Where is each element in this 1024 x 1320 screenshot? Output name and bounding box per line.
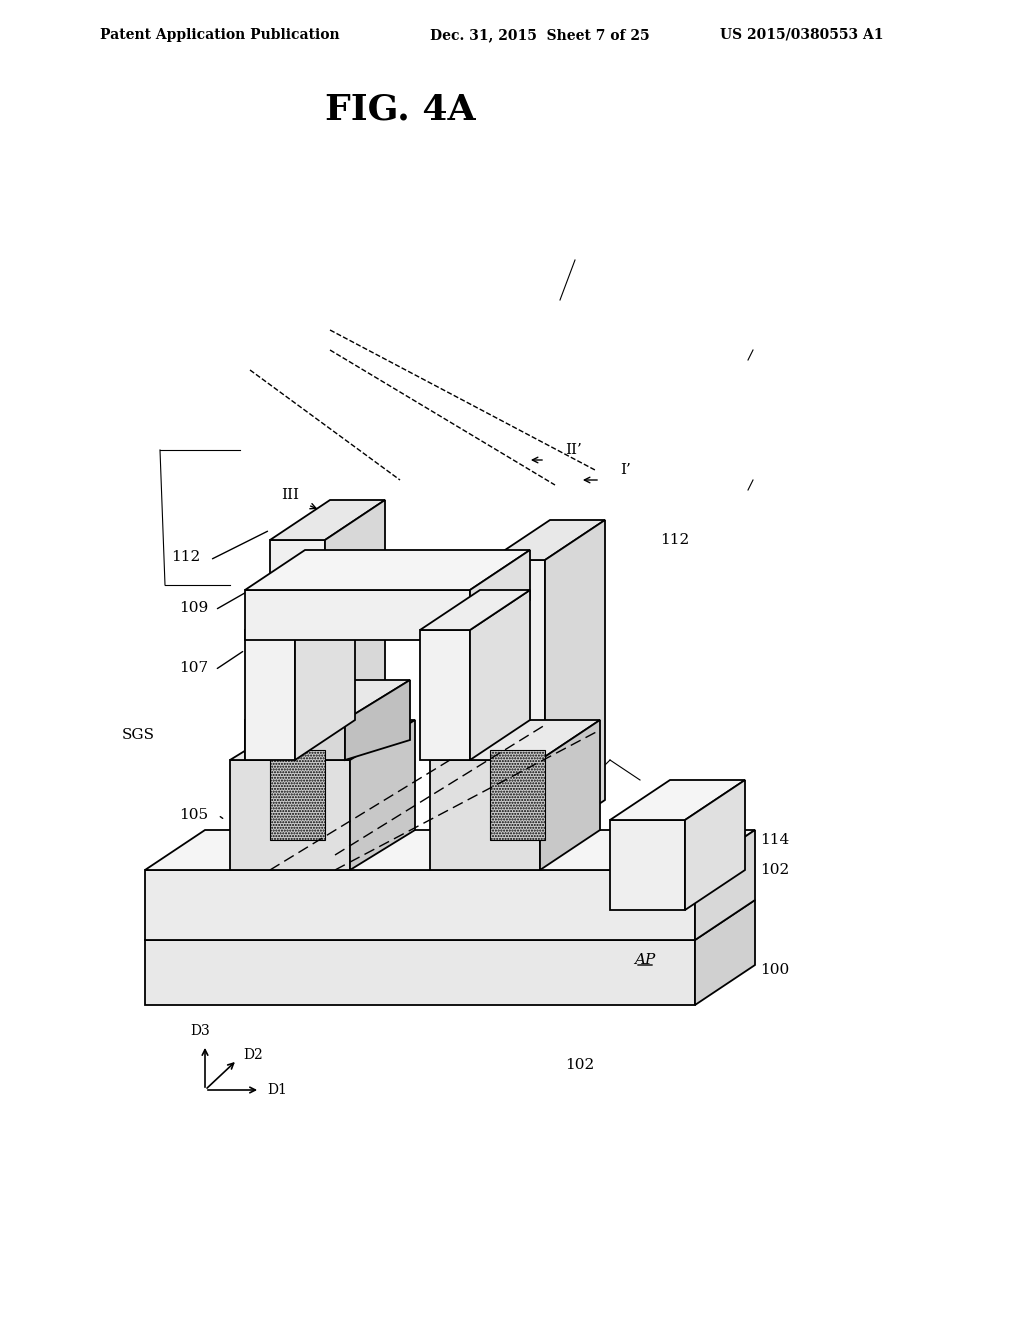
Polygon shape — [420, 590, 530, 630]
Text: D1: D1 — [267, 1082, 287, 1097]
Polygon shape — [685, 780, 745, 909]
Polygon shape — [345, 680, 410, 760]
Polygon shape — [610, 820, 685, 909]
Polygon shape — [430, 760, 540, 870]
Polygon shape — [245, 630, 295, 760]
Text: AP: AP — [635, 953, 655, 968]
Text: 102: 102 — [565, 1059, 595, 1072]
Polygon shape — [145, 900, 755, 940]
Text: Patent Application Publication: Patent Application Publication — [100, 28, 340, 42]
Polygon shape — [245, 719, 345, 760]
Text: I: I — [387, 729, 393, 742]
Polygon shape — [695, 900, 755, 1005]
Text: AF: AF — [634, 843, 655, 857]
Polygon shape — [245, 590, 355, 630]
Polygon shape — [245, 590, 470, 640]
Polygon shape — [230, 760, 350, 870]
Polygon shape — [470, 550, 530, 640]
Text: 107: 107 — [179, 661, 208, 675]
Text: 112: 112 — [660, 533, 689, 546]
Polygon shape — [430, 719, 600, 760]
Polygon shape — [490, 520, 605, 560]
Polygon shape — [610, 780, 745, 820]
Polygon shape — [245, 680, 410, 719]
Polygon shape — [490, 750, 545, 840]
Polygon shape — [145, 870, 695, 940]
Text: D2: D2 — [243, 1048, 263, 1063]
Polygon shape — [245, 550, 530, 590]
Text: US 2015/0380553 A1: US 2015/0380553 A1 — [720, 28, 884, 42]
Text: D3: D3 — [190, 1024, 210, 1038]
Polygon shape — [295, 590, 355, 760]
Text: 102: 102 — [760, 863, 790, 876]
Text: 109: 109 — [179, 601, 208, 615]
Text: SGS: SGS — [122, 729, 155, 742]
Polygon shape — [490, 560, 545, 840]
Polygon shape — [145, 830, 755, 870]
Polygon shape — [325, 500, 385, 840]
Text: Dec. 31, 2015  Sheet 7 of 25: Dec. 31, 2015 Sheet 7 of 25 — [430, 28, 649, 42]
Text: I’: I’ — [620, 463, 631, 477]
Text: III’: III’ — [560, 704, 581, 717]
Polygon shape — [270, 750, 325, 840]
Polygon shape — [470, 590, 530, 760]
Polygon shape — [540, 719, 600, 870]
Text: 114: 114 — [760, 833, 790, 847]
Text: II: II — [304, 713, 315, 727]
Text: III: III — [281, 488, 299, 502]
Text: 100: 100 — [760, 964, 790, 977]
Polygon shape — [270, 540, 325, 840]
Text: II’: II’ — [565, 444, 582, 457]
Polygon shape — [420, 630, 470, 760]
Polygon shape — [145, 940, 695, 1005]
Polygon shape — [545, 520, 605, 840]
Polygon shape — [270, 500, 385, 540]
Polygon shape — [695, 830, 755, 940]
Text: 105: 105 — [179, 808, 208, 822]
Polygon shape — [350, 719, 415, 870]
Text: FIG. 4A: FIG. 4A — [325, 92, 475, 127]
Polygon shape — [230, 719, 415, 760]
Text: 112: 112 — [171, 550, 200, 564]
